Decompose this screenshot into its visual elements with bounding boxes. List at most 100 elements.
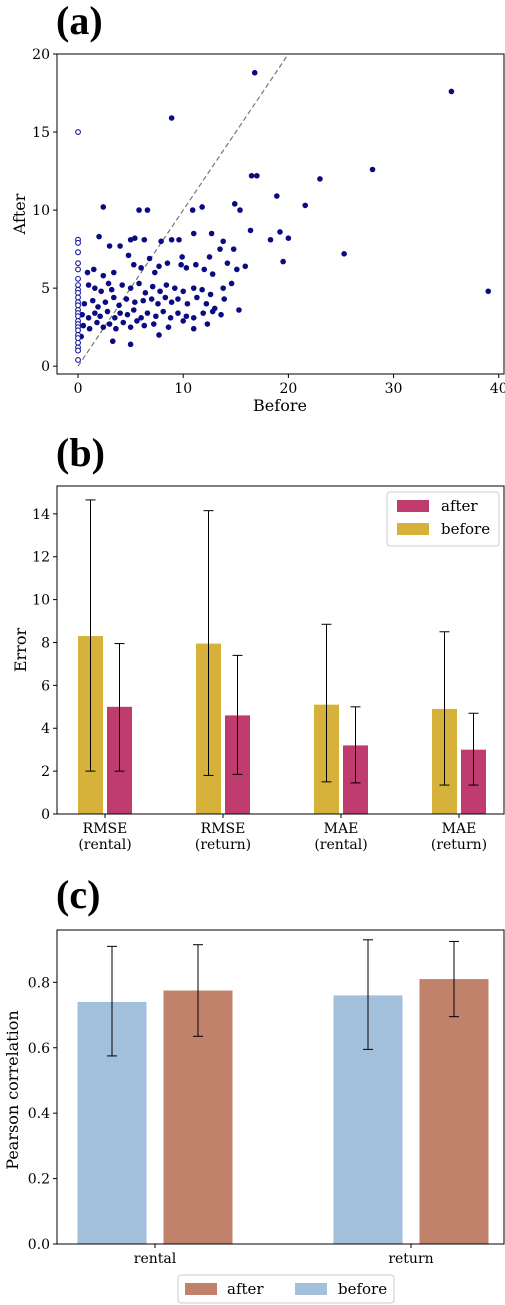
scatter-point <box>112 315 118 321</box>
panel-label-a: (a) <box>56 0 103 43</box>
scatter-point <box>120 319 127 326</box>
scatter-point <box>277 229 283 235</box>
scatter-panel: 0 10 20 30 40 0 5 10 15 20 Before After <box>10 47 505 415</box>
scatter-point <box>274 193 280 199</box>
scatter-point <box>130 307 137 313</box>
scatter-point <box>117 243 123 249</box>
y-tick-label: 5 <box>41 281 50 297</box>
scatter-point-hollow <box>75 327 81 334</box>
scatter-point <box>100 324 107 330</box>
scatter-point <box>152 269 158 276</box>
scatter-point <box>140 297 147 304</box>
x-tick-label: rental <box>134 1251 177 1267</box>
scatter-point <box>209 271 216 277</box>
scatter-point <box>132 235 138 241</box>
scatter-point <box>92 310 98 316</box>
scatter-point-hollow <box>75 313 81 320</box>
scatter-point <box>130 261 137 268</box>
scatter-point-hollow <box>75 249 81 256</box>
scatter-point <box>220 285 226 291</box>
scatter-point <box>127 285 134 291</box>
y-tick-label: 0 <box>41 807 50 823</box>
scatter-point <box>113 325 119 332</box>
scatter-point <box>190 230 197 237</box>
scatter-point <box>132 299 138 305</box>
y-tick-label: 10 <box>32 203 50 219</box>
legend: after before <box>177 1274 395 1304</box>
scatter-point <box>341 251 347 257</box>
y-tick-label: 20 <box>32 47 50 63</box>
scatter-point <box>155 300 161 307</box>
bar-marks <box>77 939 489 1244</box>
scatter-point <box>146 255 153 262</box>
legend-box <box>177 1274 395 1304</box>
y-tick-label: 10 <box>32 593 50 609</box>
scatter-point <box>102 299 109 305</box>
x-tick-label: 0 <box>74 381 83 397</box>
scatter-point <box>201 266 208 273</box>
scatter-point-hollow <box>75 275 81 282</box>
scatter-point <box>236 307 242 313</box>
scatter-point <box>100 204 107 210</box>
scatter-point <box>200 310 206 316</box>
scatter-point <box>168 236 175 243</box>
scatter-point-hollow <box>75 239 81 246</box>
x-tick-label: RMSE <box>83 821 128 837</box>
legend-label-after: after <box>227 1280 264 1298</box>
scatter-point <box>110 294 117 301</box>
scatter-point-hollow <box>75 289 81 296</box>
scatter-point <box>175 310 181 316</box>
legend-swatch-after <box>397 500 429 512</box>
scatter-point <box>280 258 286 265</box>
scatter-point <box>231 201 238 207</box>
scatter-point <box>158 238 164 245</box>
scatter-point <box>285 235 292 241</box>
scatter-point-hollow <box>75 339 81 346</box>
scatter-point <box>125 252 132 259</box>
scatter-point <box>224 260 231 266</box>
scatter-point <box>164 260 171 266</box>
scatter-point <box>247 227 254 234</box>
scatter-point <box>156 263 162 270</box>
scatter-point <box>141 236 148 243</box>
scatter-point <box>204 321 211 327</box>
scatter-marks <box>75 53 492 367</box>
scatter-point <box>106 321 113 327</box>
scatter-point <box>144 310 151 316</box>
scatter-point <box>136 207 142 213</box>
scatter-point-hollow <box>75 294 81 301</box>
scatter-point <box>190 285 197 291</box>
y-tick-label: 12 <box>32 550 50 566</box>
correlation-panel: 0.0 0.2 0.4 0.6 0.8 rental return Pearson corr… <box>3 929 505 1304</box>
y-tick-label: 0.6 <box>28 1041 50 1057</box>
panel-label-c: (c) <box>56 872 100 917</box>
scatter-point <box>141 322 148 329</box>
y-axis-label: Pearson correlation <box>3 1010 22 1169</box>
scatter-point-hollow <box>75 129 81 135</box>
scatter-point <box>162 294 169 301</box>
scatter-point-hollow <box>75 347 81 354</box>
x-tick-label: 10 <box>174 381 192 397</box>
scatter-point <box>448 88 455 95</box>
scatter-point <box>91 266 97 273</box>
scatter-point <box>203 300 210 307</box>
scatter-point-hollow <box>75 335 81 342</box>
scatter-point <box>105 280 112 287</box>
scatter-point-hollow <box>75 357 81 363</box>
y-axis-label: After <box>10 193 29 235</box>
scatter-point <box>150 321 157 327</box>
scatter-point <box>221 296 228 302</box>
axes: 0.0 0.2 0.4 0.6 0.8 rental return <box>28 975 434 1267</box>
x-axis-label: Before <box>253 396 307 415</box>
scatter-point <box>84 269 91 276</box>
x-tick-label: MAE <box>442 821 477 837</box>
x-tick-label: MAE <box>324 821 359 837</box>
y-tick-label: 15 <box>32 125 50 141</box>
scatter-point <box>156 332 162 338</box>
legend-label-before: before <box>338 1280 387 1298</box>
x-tick-label: RMSE <box>201 821 246 837</box>
bar-after <box>419 979 489 1244</box>
scatter-point-hollow <box>75 282 81 288</box>
scatter-point <box>100 272 107 279</box>
plot-frame <box>56 929 505 1245</box>
